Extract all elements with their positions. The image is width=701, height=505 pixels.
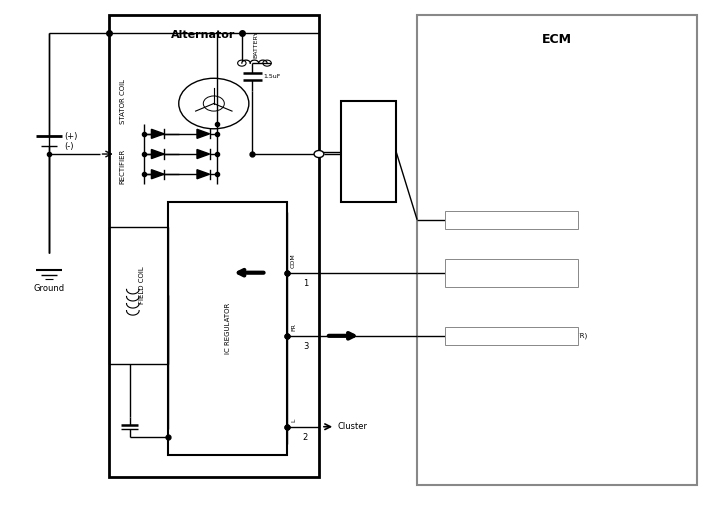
Bar [417, 15, 697, 485]
Polygon shape [151, 170, 164, 179]
Text: FIELD COIL: FIELD COIL [139, 267, 145, 304]
Polygon shape [197, 129, 210, 138]
Text: 1.5uF: 1.5uF [264, 74, 281, 79]
Text: STATOR COIL: STATOR COIL [120, 78, 125, 124]
Polygon shape [197, 149, 210, 159]
Bar [109, 15, 319, 477]
Text: RECTIFIER: RECTIFIER [120, 149, 125, 184]
Text: LIN communication signal input: LIN communication signal input [447, 217, 558, 223]
Polygon shape [151, 129, 164, 138]
Text: IC REGULATOR: IC REGULATOR [225, 302, 231, 354]
Bar [109, 227, 168, 364]
Text: Alternator target voltage data
signal output (COM): Alternator target voltage data signal ou… [447, 266, 552, 279]
Bar [445, 327, 578, 345]
Text: FR: FR [291, 323, 296, 331]
Text: BATTERY: BATTERY [254, 31, 259, 58]
Bar [341, 101, 396, 202]
Text: 1: 1 [303, 279, 308, 288]
Text: L: L [291, 418, 296, 422]
Text: Alternator: Alternator [171, 30, 236, 40]
Text: (+): (+) [64, 132, 78, 141]
Text: 2: 2 [303, 433, 308, 442]
Bar [445, 259, 578, 287]
Bar [168, 202, 287, 454]
Text: 3: 3 [303, 342, 308, 351]
Text: ECM: ECM [543, 33, 572, 46]
Text: Ground: Ground [34, 284, 64, 293]
Text: COM: COM [291, 253, 296, 268]
Text: (-): (-) [64, 142, 74, 151]
Polygon shape [197, 170, 210, 179]
Circle shape [314, 150, 324, 158]
Text: Battery
sensor: Battery sensor [348, 141, 389, 162]
Polygon shape [151, 149, 164, 159]
Text: Alternator electric load signal input (FR): Alternator electric load signal input (F… [447, 333, 587, 339]
Text: Cluster: Cluster [338, 422, 368, 431]
Bar [445, 211, 578, 229]
